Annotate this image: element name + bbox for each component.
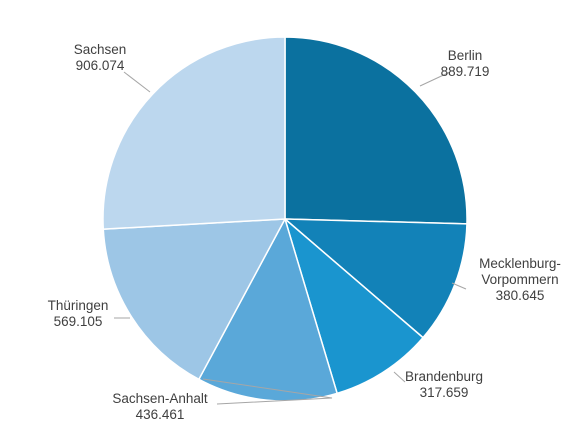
slice-value-mecklenburg-vorpommern: 380.645: [496, 288, 545, 303]
slice-label-sachsen-anhalt: Sachsen-Anhalt: [112, 391, 208, 406]
leader-line-brandenburg: [393, 371, 406, 383]
leader-line-berlin: [419, 71, 451, 87]
pie-slice-berlin: [284, 36, 468, 225]
slice-label-sachsen: Sachsen: [74, 42, 127, 57]
leader-line-sachsen: [123, 71, 151, 93]
slice-value-sachsen: 906.074: [76, 58, 125, 73]
slice-value-thueringen: 569.105: [54, 314, 103, 329]
leader-line-sachsen-anhalt: [202, 378, 333, 405]
pie-slice-brandenburg: [283, 216, 425, 395]
pie-slice-thueringen: [102, 218, 287, 381]
slice-label-mecklenburg-vorpommern: Mecklenburg-: [479, 256, 561, 271]
slice-value-brandenburg: 317.659: [420, 385, 469, 400]
slice-label-brandenburg: Brandenburg: [405, 369, 483, 384]
leader-line-mecklenburg-vorpommern: [451, 282, 467, 290]
pie-slice-sachsen: [102, 36, 286, 230]
pie-slice-sachsen-anhalt: [197, 217, 339, 402]
slice-value-berlin: 889.719: [441, 64, 490, 79]
slice-label-berlin: Berlin: [448, 48, 483, 63]
slice-label-mecklenburg-vorpommern: Vorpommern: [481, 272, 558, 287]
slice-value-sachsen-anhalt: 436.461: [136, 407, 185, 422]
slice-label-thueringen: Thüringen: [48, 298, 109, 313]
